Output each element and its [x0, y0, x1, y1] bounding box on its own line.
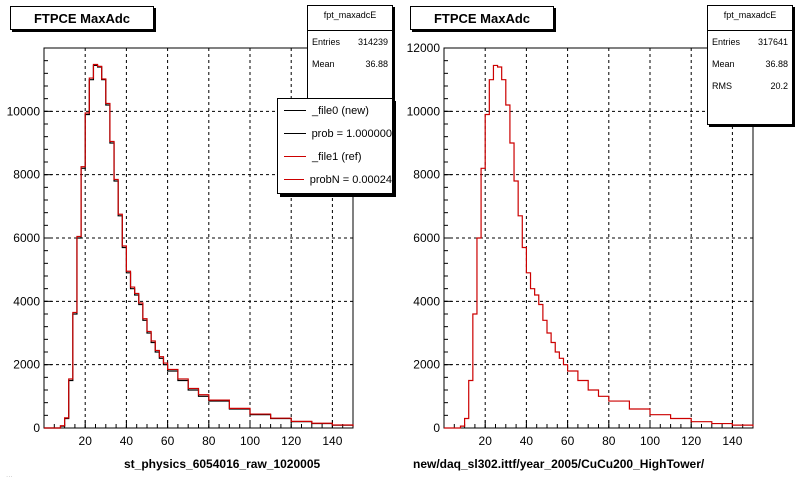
left-xtick-label-120: 120 — [281, 434, 301, 448]
left-ytick-label-6000: 6000 — [13, 231, 40, 245]
right-stats-box: fpt_maxadcE Entries 317641 Mean 36.88 RM… — [707, 5, 793, 125]
right-xtick-label-80: 80 — [602, 434, 616, 448]
right-ytick-label-2000: 2000 — [413, 358, 440, 372]
left-mean-label: Mean — [312, 59, 335, 69]
right-xtick-label-140: 140 — [722, 434, 742, 448]
left-xlabel: st_physics_6054016_raw_1020005 — [124, 457, 321, 471]
left-stats-name: fpt_maxadcE — [308, 6, 392, 31]
right-plot-frame — [443, 47, 754, 429]
right-stats-mean-row: Mean 36.88 — [708, 53, 792, 75]
left-mean-value: 36.88 — [365, 59, 388, 69]
left-stats-box: fpt_maxadcE Entries 314239 Mean 36.88 — [307, 5, 393, 103]
legend-swatch-prob — [284, 133, 306, 134]
legend-entry-file0: _file0 (new) — [278, 99, 392, 122]
left-ytick-label-0: 0 — [33, 421, 40, 435]
legend-label-prob: prob = 1.000000 — [311, 127, 392, 140]
right-rms-label: RMS — [712, 81, 732, 91]
left-stats-entries-row: Entries 314239 — [308, 31, 392, 53]
left-legend: _file0 (new) prob = 1.000000 _file1 (ref… — [277, 98, 393, 194]
right-ytick-label-10000: 10000 — [407, 104, 441, 118]
right-xtick-label-60: 60 — [561, 434, 575, 448]
legend-label-file1: _file1 (ref) — [312, 150, 362, 163]
left-histogram-title: FTPCE MaxAdc — [10, 6, 154, 30]
right-title-text: FTPCE MaxAdc — [433, 10, 531, 26]
legend-label-probn: probN = 0.00024 — [309, 173, 392, 186]
left-series-file1ref — [44, 63, 354, 429]
left-xtick-label-80: 80 — [202, 434, 216, 448]
left-title-text: FTPCE MaxAdc — [33, 10, 131, 26]
legend-entry-prob: prob = 1.000000 — [278, 122, 392, 145]
right-ytick-label-12000: 12000 — [407, 41, 441, 55]
right-stats-entries-row: Entries 317641 — [708, 31, 792, 53]
right-xtick-label-40: 40 — [520, 434, 534, 448]
right-xtick-label-120: 120 — [681, 434, 701, 448]
left-ytick-label-4000: 4000 — [13, 294, 40, 308]
left-entries-label: Entries — [312, 37, 341, 47]
faded-footer-text: ... — [6, 470, 13, 479]
legend-swatch-probn — [284, 179, 304, 180]
right-entries-value: 317641 — [757, 37, 788, 47]
right-ytick-label-8000: 8000 — [413, 168, 440, 182]
right-histogram-title: FTPCE MaxAdc — [410, 6, 554, 30]
left-xtick-label-140: 140 — [322, 434, 342, 448]
right-ytick-label-4000: 4000 — [413, 294, 440, 308]
right-entries-label: Entries — [712, 37, 741, 47]
right-xtick-label-100: 100 — [640, 434, 660, 448]
right-mean-label: Mean — [712, 59, 735, 69]
legend-entry-file1: _file1 (ref) — [278, 145, 392, 168]
left-ytick-label-2000: 2000 — [13, 358, 40, 372]
right-xtick-label-20: 20 — [479, 434, 493, 448]
left-xtick-label-40: 40 — [120, 434, 134, 448]
left-xtick-label-100: 100 — [240, 434, 260, 448]
right-xlabel: new/daq_sl302.ittf/year_2005/CuCu200_Hig… — [413, 457, 705, 471]
left-xtick-label-20: 20 — [79, 434, 93, 448]
left-ytick-label-8000: 8000 — [13, 168, 40, 182]
right-rms-value: 20.2 — [770, 81, 788, 91]
left-stats-mean-row: Mean 36.88 — [308, 53, 392, 75]
legend-entry-probn: probN = 0.00024 — [278, 168, 392, 191]
right-mean-value: 36.88 — [765, 59, 788, 69]
right-stats-name: fpt_maxadcE — [708, 6, 792, 31]
left-xtick-label-60: 60 — [161, 434, 175, 448]
right-series-0 — [444, 64, 754, 429]
left-entries-value: 314239 — [357, 37, 388, 47]
right-histogram-panel: 20 40 60 80 100 120 140 0 2000 4000 6000 8000 10000 1… — [407, 41, 754, 448]
left-ytick-label-10000: 10000 — [7, 104, 41, 118]
legend-swatch-file0 — [284, 110, 306, 111]
right-ytick-label-6000: 6000 — [413, 231, 440, 245]
right-stats-rms-row: RMS 20.2 — [708, 75, 792, 97]
legend-swatch-file1 — [284, 156, 306, 157]
legend-label-file0: _file0 (new) — [312, 104, 369, 117]
right-ytick-label-0: 0 — [433, 421, 440, 435]
